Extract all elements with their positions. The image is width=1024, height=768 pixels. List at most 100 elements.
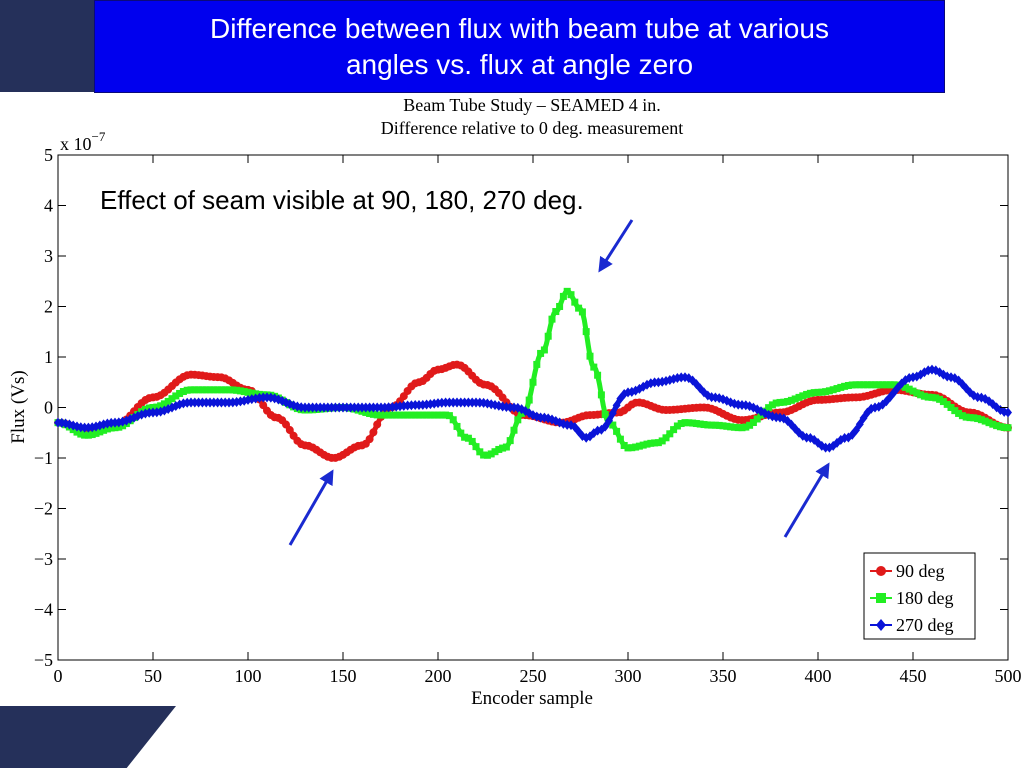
data-point-green bbox=[476, 448, 484, 456]
data-point-green bbox=[578, 308, 586, 316]
data-point-green bbox=[715, 421, 723, 429]
data-point-green bbox=[195, 386, 203, 394]
data-point-green bbox=[658, 437, 666, 445]
data-point-green bbox=[160, 400, 168, 408]
data-point-green bbox=[366, 410, 374, 418]
data-point-green bbox=[198, 386, 206, 394]
data-point-green bbox=[613, 427, 621, 435]
data-point-green bbox=[88, 431, 96, 439]
data-point-green bbox=[153, 403, 161, 411]
data-point-green bbox=[799, 392, 807, 400]
data-point-green bbox=[947, 404, 955, 411]
data-point-green bbox=[643, 440, 651, 448]
y-tick-label: 5 bbox=[44, 145, 53, 165]
data-point-green bbox=[419, 411, 427, 419]
x-tick-label: 250 bbox=[520, 666, 547, 686]
data-point-green bbox=[977, 416, 985, 424]
data-point-green bbox=[943, 400, 951, 408]
x-tick-label: 400 bbox=[805, 666, 832, 686]
y-tick-label: 3 bbox=[44, 246, 53, 266]
data-point-green bbox=[670, 426, 678, 434]
data-point-green bbox=[495, 445, 503, 453]
annotation-arrow bbox=[598, 219, 634, 273]
x-tick-label: 350 bbox=[710, 666, 737, 686]
x-tick-label: 50 bbox=[144, 666, 162, 686]
data-point-green bbox=[411, 411, 419, 419]
data-point-green bbox=[616, 435, 624, 443]
data-point-green bbox=[692, 420, 700, 428]
data-point-green bbox=[400, 411, 408, 419]
data-point-green bbox=[685, 419, 693, 427]
data-point-red bbox=[369, 428, 378, 437]
data-point-green bbox=[996, 423, 1004, 431]
data-point-green bbox=[879, 381, 887, 389]
x-tick-label: 100 bbox=[235, 666, 262, 686]
data-point-green bbox=[810, 389, 818, 397]
data-point-green bbox=[415, 411, 423, 419]
legend-marker-green bbox=[876, 593, 886, 603]
data-point-blue bbox=[612, 400, 621, 411]
data-point-green bbox=[654, 439, 662, 447]
data-point-green bbox=[784, 397, 792, 405]
series-blue bbox=[54, 364, 1012, 453]
data-point-green bbox=[681, 419, 689, 427]
data-point-green bbox=[905, 385, 913, 393]
data-point-green bbox=[449, 416, 457, 424]
data-point-green bbox=[723, 422, 731, 430]
y-tick-label: 0 bbox=[44, 398, 53, 418]
y-tick-label: −3 bbox=[34, 549, 53, 569]
y-axis-exponent-power: −7 bbox=[92, 129, 106, 144]
data-point-green bbox=[506, 437, 514, 445]
data-point-green bbox=[852, 381, 860, 389]
data-point-green bbox=[632, 443, 640, 451]
data-point-green bbox=[438, 411, 446, 419]
y-tick-label: −4 bbox=[34, 600, 53, 620]
data-point-green bbox=[917, 391, 925, 399]
data-point-blue bbox=[601, 421, 610, 432]
chart-title-line-1: Beam Tube Study – SEAMED 4 in. bbox=[403, 95, 661, 115]
data-point-green bbox=[818, 388, 826, 396]
data-point-blue bbox=[1004, 407, 1012, 418]
data-point-green bbox=[442, 411, 450, 419]
data-point-green bbox=[594, 371, 602, 379]
data-point-green bbox=[544, 332, 552, 340]
data-point-green bbox=[525, 396, 533, 404]
data-point-green bbox=[924, 393, 932, 401]
x-tick-label: 300 bbox=[615, 666, 642, 686]
data-point-green bbox=[582, 328, 590, 336]
x-tick-label: 150 bbox=[330, 666, 357, 686]
data-point-green bbox=[833, 385, 841, 393]
corner-decoration-top-left bbox=[0, 0, 96, 92]
data-point-green bbox=[225, 386, 233, 394]
x-tick-label: 450 bbox=[900, 666, 927, 686]
data-point-green bbox=[385, 411, 393, 419]
data-point-green bbox=[1004, 424, 1012, 432]
data-point-blue bbox=[605, 415, 613, 426]
slide-title-line-1: Difference between flux with beam tube a… bbox=[210, 12, 829, 44]
data-point-green bbox=[392, 411, 400, 419]
data-point-green bbox=[635, 442, 643, 450]
y-tick-label: −2 bbox=[34, 499, 53, 519]
data-point-green bbox=[886, 381, 894, 389]
data-point-green bbox=[502, 443, 510, 451]
data-point-green bbox=[487, 450, 495, 458]
data-point-green bbox=[791, 395, 799, 403]
data-point-green bbox=[529, 378, 537, 386]
data-point-green bbox=[210, 386, 218, 394]
chart-annotation: Effect of seam visible at 90, 180, 270 d… bbox=[100, 185, 584, 215]
y-tick-label: −5 bbox=[34, 650, 53, 670]
data-point-green bbox=[958, 412, 966, 420]
data-point-green bbox=[841, 382, 849, 390]
legend-marker-red bbox=[876, 566, 886, 576]
data-point-green bbox=[426, 411, 434, 419]
data-point-green bbox=[514, 416, 522, 424]
data-point-green bbox=[472, 443, 480, 451]
data-point-green bbox=[423, 411, 431, 419]
plot-area bbox=[57, 154, 1009, 661]
data-point-green bbox=[172, 392, 180, 400]
data-point-green bbox=[624, 444, 632, 452]
legend-label-green: 180 deg bbox=[896, 588, 954, 608]
data-point-green bbox=[217, 386, 225, 394]
y-axis-label: Flux (Vs) bbox=[8, 370, 29, 443]
data-point-green bbox=[955, 409, 963, 417]
